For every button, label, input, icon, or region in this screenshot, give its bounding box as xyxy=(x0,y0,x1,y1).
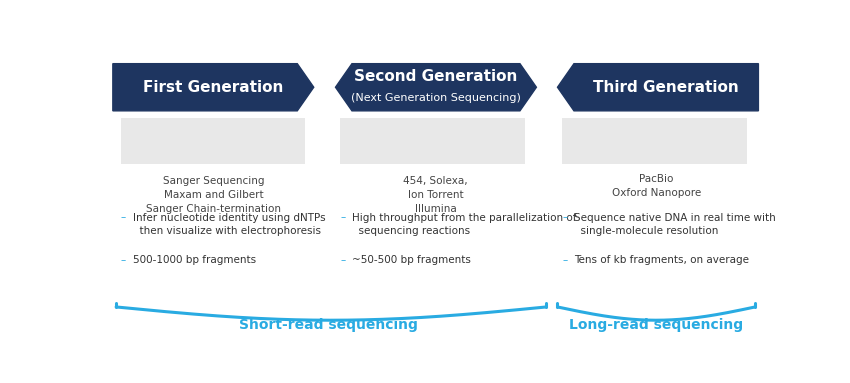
Text: Sequence native DNA in real time with
  single-molecule resolution: Sequence native DNA in real time with si… xyxy=(574,213,776,236)
Text: –: – xyxy=(121,255,126,265)
Text: –: – xyxy=(562,255,567,265)
Text: Sanger Sequencing
Maxam and Gilbert
Sanger Chain-termination: Sanger Sequencing Maxam and Gilbert Sang… xyxy=(146,176,281,214)
Polygon shape xyxy=(113,64,314,111)
Text: PacBio
Oxford Nanopore: PacBio Oxford Nanopore xyxy=(612,174,701,198)
Text: Infer nucleotide identity using dNTPs
  then visualize with electrophoresis: Infer nucleotide identity using dNTPs th… xyxy=(133,213,326,236)
FancyBboxPatch shape xyxy=(562,118,746,164)
Text: Tens of kb fragments, on average: Tens of kb fragments, on average xyxy=(574,255,749,265)
Polygon shape xyxy=(336,64,536,111)
Text: 454, Solexa,
Ion Torrent
Illumina: 454, Solexa, Ion Torrent Illumina xyxy=(403,176,468,214)
Text: –: – xyxy=(340,213,345,223)
Text: Third Generation: Third Generation xyxy=(593,80,739,95)
Text: Long-read sequencing: Long-read sequencing xyxy=(570,318,744,332)
FancyBboxPatch shape xyxy=(340,118,524,164)
Text: Short-read sequencing: Short-read sequencing xyxy=(239,318,417,332)
Text: Second Generation: Second Generation xyxy=(354,69,518,83)
Text: –: – xyxy=(340,255,345,265)
Text: First Generation: First Generation xyxy=(143,80,284,95)
Text: (Next Generation Sequencing): (Next Generation Sequencing) xyxy=(351,93,521,103)
Text: –: – xyxy=(121,213,126,223)
Text: ~50-500 bp fragments: ~50-500 bp fragments xyxy=(352,255,471,265)
Text: 500-1000 bp fragments: 500-1000 bp fragments xyxy=(133,255,256,265)
Text: High throughput from the parallelization of
  sequencing reactions: High throughput from the parallelization… xyxy=(352,213,576,236)
Text: –: – xyxy=(562,213,567,223)
Polygon shape xyxy=(558,64,758,111)
FancyBboxPatch shape xyxy=(121,118,305,164)
